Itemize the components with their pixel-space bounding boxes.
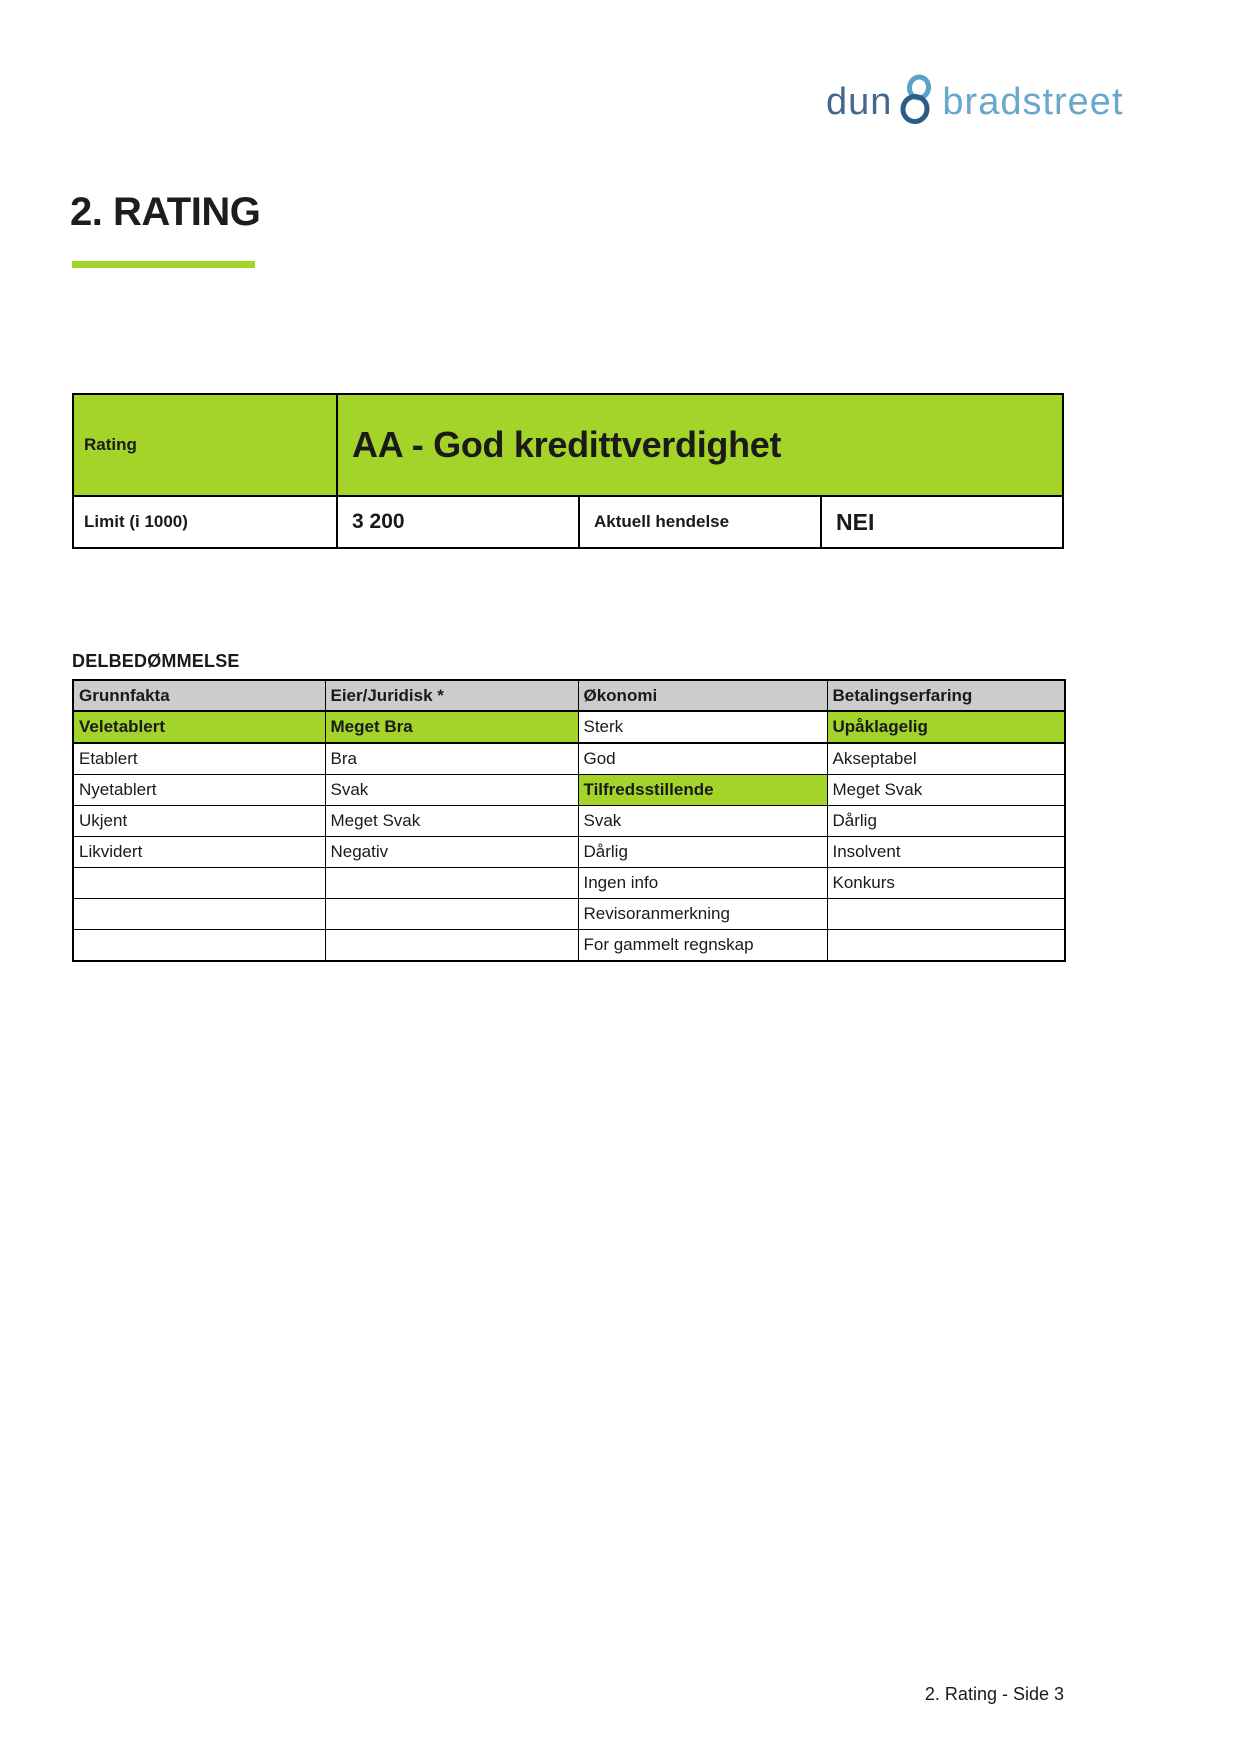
rating-option-cell: Veletablert	[72, 710, 326, 744]
rating-option-cell: Dårlig	[577, 836, 828, 868]
rating-value: AA - God kredittverdighet	[336, 393, 1064, 497]
table-row: Etablert Bra God Akseptabel	[72, 742, 1066, 775]
empty-cell	[72, 929, 326, 962]
column-header-okonomi: Økonomi	[577, 679, 828, 712]
empty-cell	[324, 929, 579, 962]
rating-option-cell: Meget Bra	[324, 710, 579, 744]
table-row: Revisoranmerkning	[72, 898, 1066, 930]
logo-word-bradstreet: bradstreet	[942, 81, 1124, 123]
empty-cell	[324, 898, 579, 930]
logo-word-dun: dun	[826, 81, 893, 123]
table-row: Likvidert Negativ Dårlig Insolvent	[72, 836, 1066, 868]
rating-option-cell: Meget Svak	[324, 805, 579, 837]
dun-and-bradstreet-logo: dun bradstreet	[826, 74, 1124, 124]
event-value: NEI	[820, 495, 1064, 549]
rating-row: Rating AA - God kredittverdighet	[72, 393, 1064, 497]
rating-label: Rating	[72, 393, 338, 497]
empty-cell	[826, 929, 1066, 962]
heading-underline	[72, 261, 255, 268]
table-row: Ingen info Konkurs	[72, 867, 1066, 899]
column-header-grunnfakta: Grunnfakta	[72, 679, 326, 712]
rating-option-cell: Negativ	[324, 836, 579, 868]
rating-option-cell: God	[577, 742, 828, 775]
rating-option-cell: Tilfredsstillende	[577, 774, 828, 806]
empty-cell	[72, 898, 326, 930]
limit-value: 3 200	[336, 495, 580, 549]
rating-option-cell: Konkurs	[826, 867, 1066, 899]
rating-option-cell: Insolvent	[826, 836, 1066, 868]
rating-option-cell: Revisoranmerkning	[577, 898, 828, 930]
ampersand-icon	[895, 74, 941, 126]
rating-option-cell: Meget Svak	[826, 774, 1066, 806]
rating-option-cell: Ingen info	[577, 867, 828, 899]
delbedommelse-header-row: Grunnfakta Eier/Juridisk * Økonomi Betal…	[72, 679, 1066, 712]
delbedommelse-heading: DELBEDØMMELSE	[72, 651, 240, 671]
rating-option-cell: Ukjent	[72, 805, 326, 837]
rating-option-cell: Dårlig	[826, 805, 1066, 837]
table-row: For gammelt regnskap	[72, 929, 1066, 962]
limit-label: Limit (i 1000)	[72, 495, 338, 549]
rating-option-cell: Etablert	[72, 742, 326, 775]
limit-row: Limit (i 1000) 3 200 Aktuell hendelse NE…	[72, 495, 1064, 549]
empty-cell	[826, 898, 1066, 930]
rating-option-cell: Svak	[577, 805, 828, 837]
column-header-betalingserfaring: Betalingserfaring	[826, 679, 1066, 712]
rating-option-cell: Likvidert	[72, 836, 326, 868]
delbedommelse-table: Grunnfakta Eier/Juridisk * Økonomi Betal…	[72, 679, 1066, 962]
column-header-eier-juridisk: Eier/Juridisk *	[324, 679, 579, 712]
rating-option-cell: Upåklagelig	[826, 710, 1066, 744]
empty-cell	[324, 867, 579, 899]
empty-cell	[72, 867, 326, 899]
rating-option-cell: For gammelt regnskap	[577, 929, 828, 962]
rating-option-cell: Nyetablert	[72, 774, 326, 806]
rating-summary-table: Rating AA - God kredittverdighet Limit (…	[72, 393, 1064, 549]
table-row: Veletablert Meget Bra Sterk Upåklagelig	[72, 710, 1066, 744]
table-row: Ukjent Meget Svak Svak Dårlig	[72, 805, 1066, 837]
page-footer: 2. Rating - Side 3	[924, 1684, 1064, 1704]
rating-option-cell: Bra	[324, 742, 579, 775]
delbedommelse-body: Veletablert Meget Bra Sterk Upåklagelig Etab…	[72, 710, 1066, 962]
rating-option-cell: Akseptabel	[826, 742, 1066, 775]
table-row: Nyetablert Svak Tilfredsstillende Meget Sva…	[72, 774, 1066, 806]
rating-option-cell: Sterk	[577, 710, 828, 744]
page-title: 2. RATING	[70, 190, 261, 234]
event-label: Aktuell hendelse	[578, 495, 822, 549]
rating-option-cell: Svak	[324, 774, 579, 806]
